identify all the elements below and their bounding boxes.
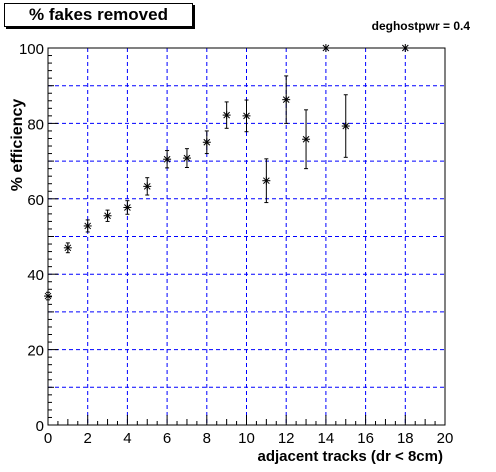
x-axis-label: adjacent tracks (dr < 8cm) bbox=[257, 448, 443, 465]
x-tick-label: 18 bbox=[397, 430, 414, 447]
x-tick-label: 8 bbox=[203, 430, 211, 447]
data-point bbox=[222, 101, 231, 129]
y-tick-label: 0 bbox=[36, 418, 44, 435]
data-point bbox=[163, 150, 172, 169]
data-point bbox=[401, 44, 410, 52]
marker-stroke bbox=[84, 222, 92, 230]
data-points bbox=[44, 44, 410, 301]
marker-stroke bbox=[183, 154, 191, 162]
data-point bbox=[63, 242, 72, 254]
data-point bbox=[282, 75, 291, 124]
chart-title: % fakes removed bbox=[4, 3, 193, 27]
marker-stroke bbox=[262, 177, 270, 185]
data-point bbox=[262, 158, 271, 204]
grid-lines bbox=[48, 48, 445, 425]
x-tick-label: 20 bbox=[437, 430, 454, 447]
y-tick-label: 20 bbox=[27, 343, 44, 360]
y-tick-label: 100 bbox=[19, 41, 44, 58]
marker-stroke bbox=[322, 44, 330, 52]
annotation-deghostpwr: deghostpwr = 0.4 bbox=[371, 19, 470, 33]
marker-stroke bbox=[44, 292, 52, 300]
x-tick-label: 14 bbox=[318, 430, 335, 447]
data-point bbox=[302, 109, 311, 170]
marker-stroke bbox=[282, 96, 290, 104]
marker-stroke bbox=[143, 183, 151, 190]
marker-stroke bbox=[124, 204, 131, 211]
marker-stroke bbox=[401, 44, 409, 52]
data-point bbox=[143, 177, 152, 196]
y-tick-label: 40 bbox=[27, 267, 44, 284]
axes: 0 2 4 6 8 10 12 14 16 18 20 0 20 40 60 80 100 bbox=[19, 41, 453, 447]
data-point bbox=[103, 209, 112, 222]
x-tick-label: 12 bbox=[278, 430, 295, 447]
marker-stroke bbox=[64, 244, 72, 252]
data-point bbox=[202, 130, 211, 155]
marker-stroke bbox=[163, 155, 171, 163]
x-tick-label: 4 bbox=[123, 430, 131, 447]
data-point bbox=[341, 94, 350, 158]
y-axis-label: % efficiency bbox=[9, 99, 26, 192]
x-tick-label: 6 bbox=[163, 430, 171, 447]
x-tick-label: 16 bbox=[357, 430, 374, 447]
x-tick-label: 2 bbox=[84, 430, 92, 447]
x-tick-label: 0 bbox=[44, 430, 52, 447]
x-tick-label: 10 bbox=[238, 430, 255, 447]
marker-stroke bbox=[223, 111, 231, 119]
marker-stroke bbox=[104, 212, 111, 220]
data-point bbox=[83, 219, 92, 233]
y-tick-label: 60 bbox=[27, 192, 44, 209]
data-point bbox=[321, 44, 330, 52]
marker-stroke bbox=[342, 122, 350, 130]
marker-stroke bbox=[302, 135, 310, 143]
y-tick-label: 80 bbox=[27, 116, 44, 133]
data-point bbox=[242, 99, 251, 133]
data-point bbox=[182, 148, 191, 169]
marker-stroke bbox=[243, 112, 250, 120]
data-point bbox=[44, 291, 52, 301]
data-point bbox=[123, 200, 132, 215]
marker-stroke bbox=[203, 138, 211, 146]
